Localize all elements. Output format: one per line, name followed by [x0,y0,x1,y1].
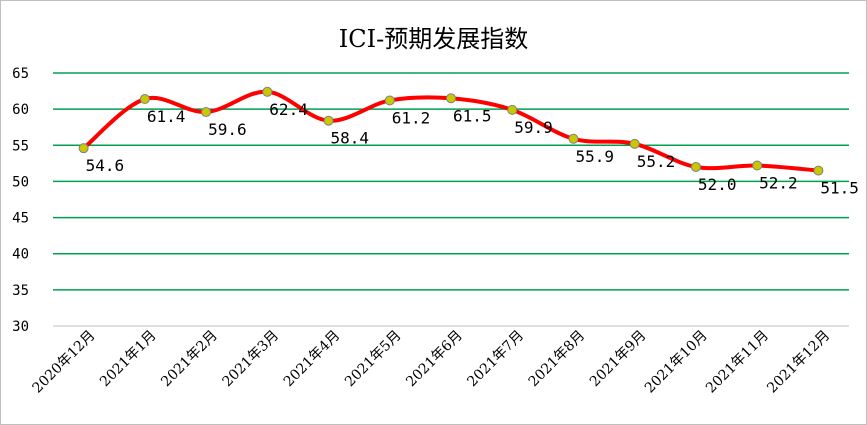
y-tick-label: 35 [12,283,29,299]
x-tick-label: 2021年3月 [220,328,283,391]
data-point [384,95,395,106]
data-point [201,107,212,118]
data-label: 59.9 [514,118,553,137]
data-point [629,138,640,149]
x-tick-label: 2021年2月 [158,328,221,391]
data-label: 54.6 [86,156,125,175]
data-point [690,161,701,172]
y-tick-label: 40 [12,247,29,263]
data-point [507,104,518,115]
data-point [446,93,456,104]
y-tick-label: 45 [12,211,29,227]
x-tick-label: 2021年5月 [342,328,405,391]
data-point [139,94,150,105]
data-label: 52.2 [759,174,798,193]
x-tick-label: 2021年4月 [281,328,344,391]
x-tick-label: 2021年7月 [464,328,527,391]
data-point [752,160,763,171]
data-label: 61.4 [147,107,186,126]
x-tick-label: 2021年9月 [587,328,650,391]
x-tick-label: 2021年12月 [764,328,833,397]
x-tick-label: 2021年10月 [642,328,711,397]
y-tick-label: 50 [12,174,29,190]
data-point [813,165,824,176]
y-tick-label: 30 [12,319,29,335]
x-tick-label: 2021年11月 [703,328,772,397]
data-label: 61.5 [453,106,492,125]
data-point [262,86,273,97]
x-tick-label: 2021年8月 [526,328,589,391]
data-label: 55.2 [637,152,676,171]
data-label: 61.2 [392,108,431,127]
data-label: 58.4 [331,129,370,148]
chart-title: ICI-预期发展指数 [338,25,529,53]
data-point [323,115,334,126]
data-label: 59.6 [208,120,247,139]
data-point [568,133,579,144]
x-tick-label: 2021年6月 [403,328,466,391]
data-label: 62.4 [269,100,308,119]
x-tick-label: 2020年12月 [30,328,99,397]
data-point [78,143,89,154]
y-tick-label: 65 [12,66,29,82]
x-tick-label: 2021年1月 [97,328,160,391]
y-tick-label: 60 [12,102,29,118]
data-label: 51.5 [820,179,859,198]
data-label: 55.9 [575,147,614,166]
y-tick-label: 55 [12,138,29,154]
data-label: 52.0 [698,175,737,194]
series-line [81,89,821,173]
